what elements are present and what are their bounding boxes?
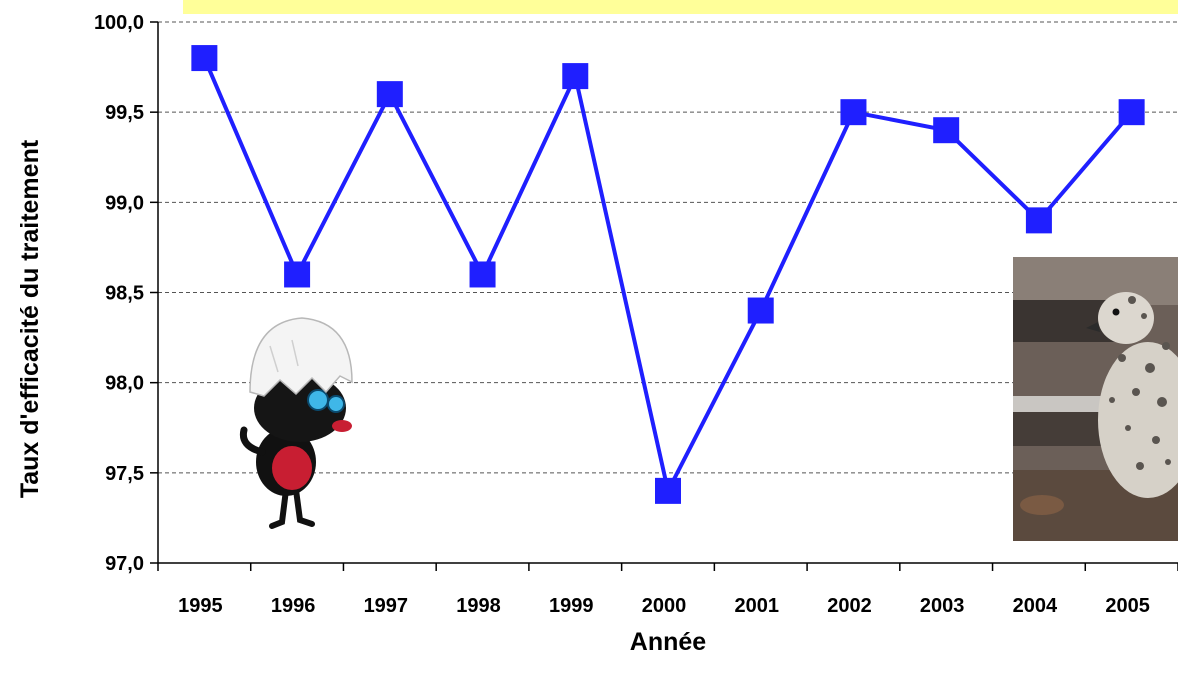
data-series <box>191 45 1145 504</box>
data-point-marker <box>933 117 960 144</box>
axis-ticks <box>150 21 1178 571</box>
data-point-marker <box>562 63 589 90</box>
y-tick-label: 98,0 <box>105 373 144 395</box>
data-point-marker <box>469 261 496 288</box>
x-tick-label: 2004 <box>1013 595 1058 617</box>
data-point-marker <box>747 297 774 324</box>
cartoon-chick-picture <box>239 317 353 529</box>
x-tick-label: 2005 <box>1105 595 1150 617</box>
x-axis-title: Année <box>630 628 707 656</box>
y-tick-label: 100,0 <box>94 12 144 34</box>
header-banner <box>183 0 1178 14</box>
data-point-marker <box>1025 207 1052 234</box>
x-tick-label: 2002 <box>827 595 872 617</box>
x-tick-label: 2001 <box>734 595 779 617</box>
data-point-marker <box>655 477 681 504</box>
tick-labels: 97,0 97,5 98,0 98,5 99,0 99,5 100,0 1995 1996 199… <box>94 12 1150 617</box>
data-point-marker <box>191 45 218 72</box>
x-tick-label: 1996 <box>271 595 316 617</box>
y-tick-label: 99,5 <box>105 102 144 124</box>
y-tick-label: 98,5 <box>105 283 144 305</box>
x-tick-label: 2003 <box>920 595 965 617</box>
data-point-marker <box>284 261 311 288</box>
y-tick-label: 99,0 <box>105 192 144 214</box>
x-tick-label: 1995 <box>178 595 223 617</box>
y-tick-label: 97,5 <box>105 463 144 485</box>
data-point-marker <box>840 99 867 126</box>
gull-chick-picture <box>1013 257 1178 541</box>
x-tick-label: 1998 <box>456 595 501 617</box>
x-tick-label: 1999 <box>549 595 594 617</box>
x-tick-label: 1997 <box>364 595 409 617</box>
y-tick-label: 97,0 <box>105 553 144 575</box>
y-axis-title: Taux d'efficacité du traitement <box>16 139 44 498</box>
data-point-marker <box>1118 99 1145 126</box>
x-tick-label: 2000 <box>642 595 687 617</box>
data-point-marker <box>376 81 403 108</box>
